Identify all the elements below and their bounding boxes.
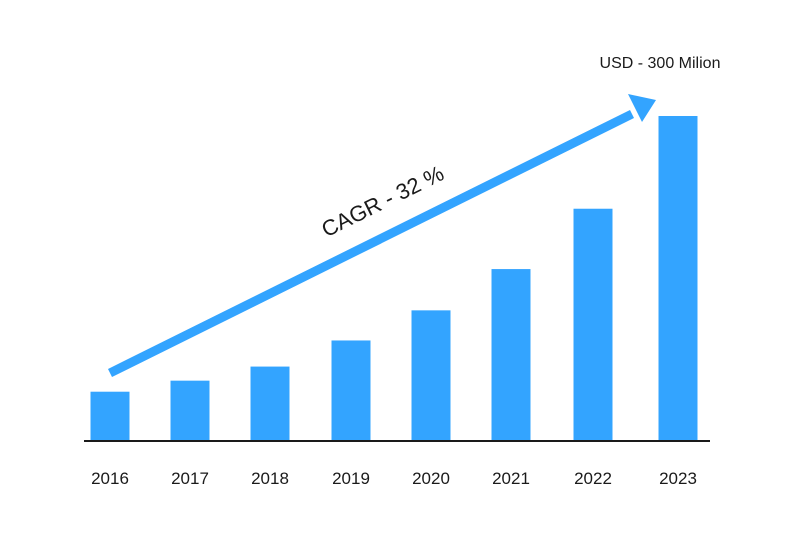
x-tick-label-2017: 2017 — [171, 469, 209, 488]
x-tick-label-2019: 2019 — [332, 469, 370, 488]
bar-2018 — [250, 366, 290, 441]
bar-2016 — [90, 391, 130, 441]
bar-2022 — [573, 208, 613, 441]
bar-2019 — [331, 340, 371, 441]
x-tick-labels: 2016 2017 2018 2019 2020 2021 2022 2023 — [91, 469, 697, 488]
trend-arrow — [107, 94, 656, 378]
bar-2021 — [491, 269, 531, 441]
trend-arrow-head — [628, 94, 656, 122]
x-tick-label-2023: 2023 — [659, 469, 697, 488]
x-tick-label-2022: 2022 — [574, 469, 612, 488]
trend-arrow-shaft — [107, 109, 635, 378]
cagr-label: CAGR - 32 % — [317, 160, 447, 242]
bar-2023 — [658, 116, 698, 441]
x-tick-label-2021: 2021 — [492, 469, 530, 488]
x-tick-label-2016: 2016 — [91, 469, 129, 488]
x-tick-label-2018: 2018 — [251, 469, 289, 488]
bar-2017 — [170, 380, 210, 441]
bars-group — [90, 116, 698, 441]
x-tick-label-2020: 2020 — [412, 469, 450, 488]
bar-2020 — [411, 310, 451, 441]
top-value-label: USD - 300 Milion — [600, 55, 721, 72]
